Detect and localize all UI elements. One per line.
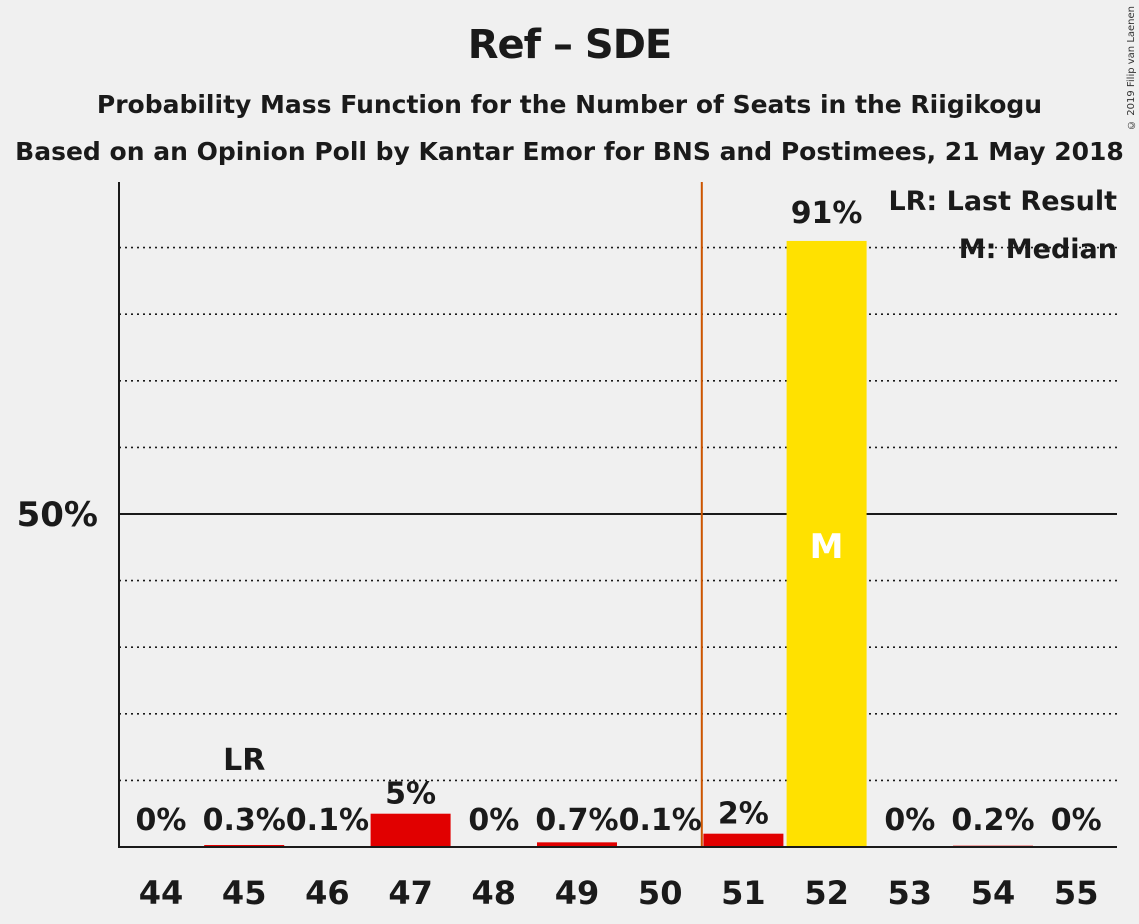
chart-subtitle: Probability Mass Function for the Number… xyxy=(96,90,1043,119)
axes xyxy=(118,182,1117,848)
x-tick-label: 45 xyxy=(222,874,267,912)
gridlines xyxy=(119,246,1117,782)
x-tick-label: 54 xyxy=(971,874,1016,912)
data-label: 0% xyxy=(1051,803,1102,838)
labels: 50% 44 0% 45 0.3% 46 0.1% 47 5% 48 0% 49 0.7% 50 0.1% 5… xyxy=(17,196,1102,912)
data-label: 2% xyxy=(718,797,769,832)
bars xyxy=(204,240,1033,847)
x-tick-label: 53 xyxy=(888,874,933,912)
x-tick-label: 46 xyxy=(305,874,350,912)
x-tick-label: 48 xyxy=(472,874,517,912)
x-tick-label: 47 xyxy=(388,874,433,912)
x-tick-label: 51 xyxy=(721,874,766,912)
legend-median: M: Median xyxy=(959,234,1117,265)
x-tick-label: 52 xyxy=(804,874,849,912)
data-label: 0.3% xyxy=(203,803,286,838)
x-tick-label: 44 xyxy=(139,874,184,912)
data-label: 91% xyxy=(791,196,863,231)
data-label: 0% xyxy=(468,803,519,838)
bar-47 xyxy=(370,813,451,847)
x-tick-label: 49 xyxy=(555,874,600,912)
data-label: 0% xyxy=(884,803,935,838)
bar-52 xyxy=(786,240,867,847)
data-label: 0.1% xyxy=(286,803,369,838)
data-label: 0.7% xyxy=(535,803,618,838)
data-label: 0% xyxy=(136,803,187,838)
chart-title: Ref – SDE xyxy=(467,22,673,68)
data-label: 0.2% xyxy=(951,803,1034,838)
x-tick-label: 55 xyxy=(1054,874,1099,912)
bar-51 xyxy=(703,833,784,847)
legend-last-result: LR: Last Result xyxy=(888,186,1117,217)
last-result-marker: LR xyxy=(223,743,265,778)
chart-source: Based on an Opinion Poll by Kantar Emor … xyxy=(15,137,1124,166)
y-tick-label: 50% xyxy=(17,495,98,535)
data-label: 0.1% xyxy=(619,803,702,838)
data-label: 5% xyxy=(385,777,436,812)
bar-49 xyxy=(537,842,617,847)
x-tick-label: 50 xyxy=(638,874,683,912)
median-marker: M xyxy=(810,527,844,567)
